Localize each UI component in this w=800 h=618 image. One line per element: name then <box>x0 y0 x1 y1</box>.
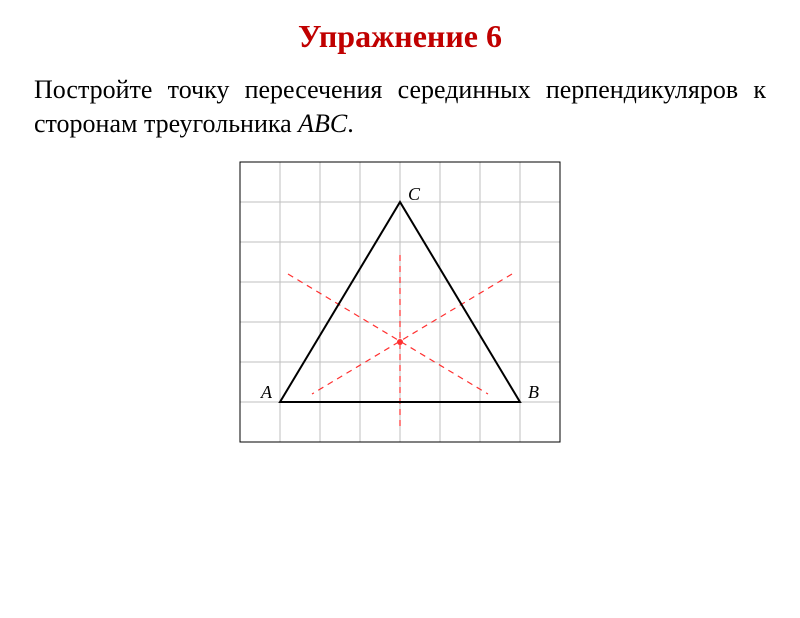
svg-text:C: C <box>408 184 421 204</box>
triangle-diagram: A B C <box>239 161 561 443</box>
exercise-text-italic: ABC <box>298 109 347 138</box>
svg-text:A: A <box>260 382 273 402</box>
exercise-text-main: Постройте точку пересечения серединных п… <box>34 75 766 138</box>
exercise-text: Постройте точку пересечения серединных п… <box>34 73 766 141</box>
intersection-point <box>397 339 403 345</box>
diagram-container: A B C <box>0 161 800 443</box>
exercise-heading: Упражнение 6 <box>0 18 800 55</box>
svg-text:B: B <box>528 382 539 402</box>
